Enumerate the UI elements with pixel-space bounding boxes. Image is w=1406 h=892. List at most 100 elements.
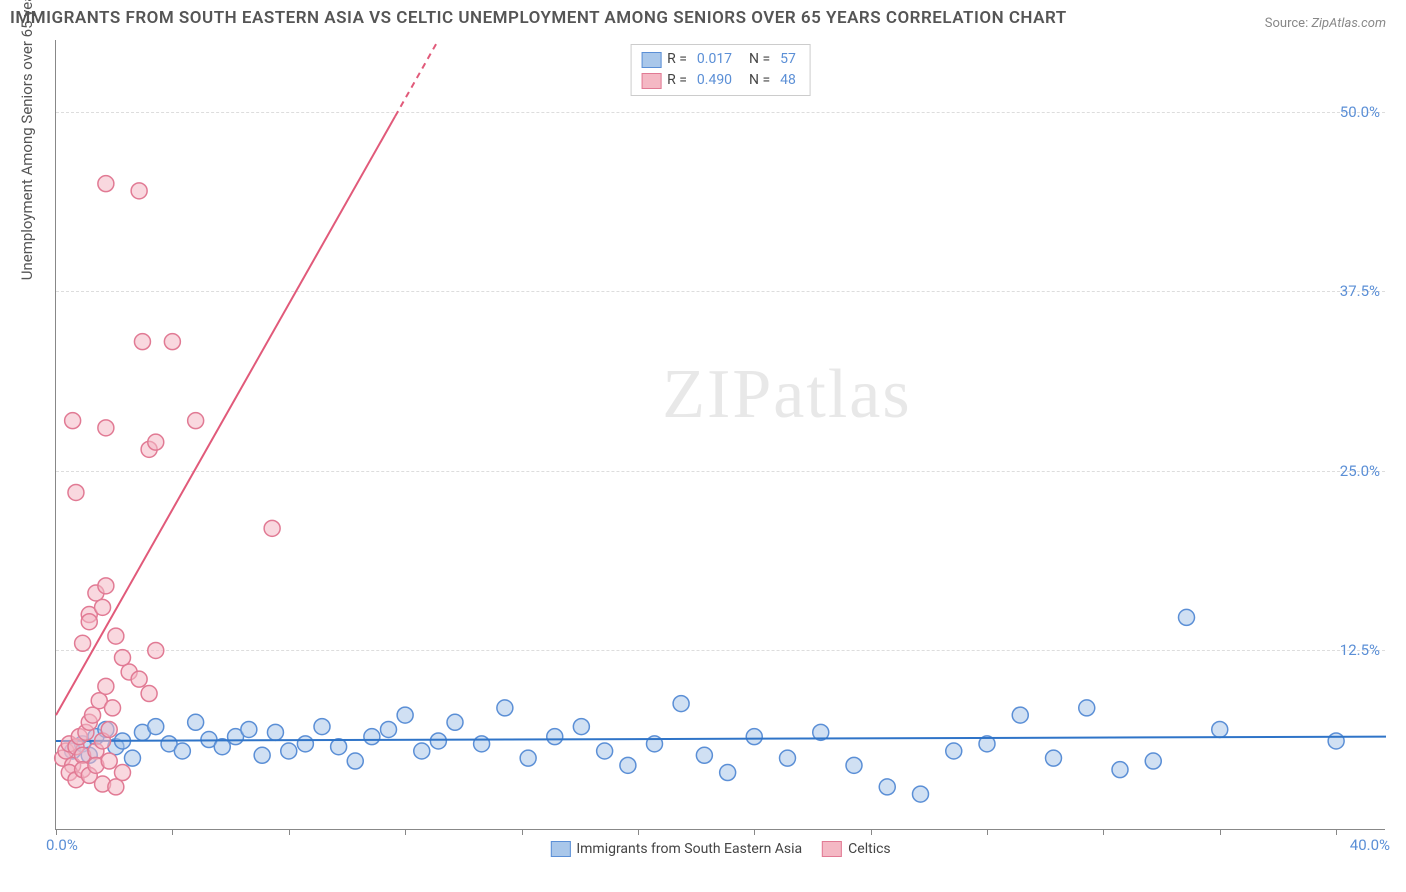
scatter-point [241,721,257,737]
scatter-point [879,779,895,795]
scatter-point [108,628,124,644]
scatter-point [267,724,283,740]
legend-swatch-pink [641,73,661,89]
scatter-point [1212,721,1228,737]
legend-label-2: Celtics [848,841,890,857]
scatter-point [281,743,297,759]
chart-title: IMMIGRANTS FROM SOUTH EASTERN ASIA VS CE… [10,8,1067,28]
r-label: R = [667,70,687,91]
n-value-2: 48 [780,70,796,91]
scatter-point [131,183,147,199]
legend-row-1: R = 0.017 N = 57 [641,49,800,70]
scatter-point [780,750,796,766]
n-label: N = [742,70,770,91]
scatter-point [1179,609,1195,625]
scatter-point [1046,750,1062,766]
scatter-point [131,671,147,687]
scatter-point [414,743,430,759]
scatter-point [1328,733,1344,749]
scatter-point [134,334,150,350]
scatter-point [115,650,131,666]
scatter-point [264,520,280,536]
scatter-point [314,719,330,735]
scatter-point [105,700,121,716]
scatter-point [1079,700,1095,716]
scatter-point [108,779,124,795]
scatter-point [720,765,736,781]
legend-swatch-icon [822,841,842,857]
chart-container: IMMIGRANTS FROM SOUTH EASTERN ASIA VS CE… [0,0,1406,892]
x-tick [522,829,523,835]
source-label: Source: [1265,16,1308,31]
scatter-point [98,678,114,694]
scatter-point [85,707,101,723]
x-tick [56,829,57,835]
scatter-point [95,599,111,615]
scatter-point [98,176,114,192]
scatter-point [746,729,762,745]
scatter-point [124,750,140,766]
scatter-point [447,714,463,730]
scatter-point [174,743,190,759]
scatter-point [381,721,397,737]
n-value-1: 57 [780,49,796,70]
scatter-point [620,757,636,773]
scatter-point [1145,753,1161,769]
scatter-point [430,733,446,749]
x-tick [289,829,290,835]
r-value-1: 0.017 [697,49,732,70]
plot-area: ZIPatlas 12.5%25.0%37.5%50.0% R = 0.017 … [55,40,1385,830]
scatter-point [81,614,97,630]
n-label: N = [742,49,770,70]
scatter-point [1012,707,1028,723]
scatter-point [573,719,589,735]
scatter-point [497,700,513,716]
source-value: ZipAtlas.com [1311,16,1386,31]
scatter-point [101,753,117,769]
source-attribution: Source: ZipAtlas.com [1265,16,1386,31]
scatter-point [297,736,313,752]
x-tick [871,829,872,835]
trend-line-dashed [395,40,438,116]
scatter-point [164,334,180,350]
scatter-point [364,729,380,745]
scatter-point [946,743,962,759]
scatter-point [65,413,81,429]
scatter-point [696,747,712,763]
x-tick [638,829,639,835]
scatter-point [1112,762,1128,778]
scatter-point [913,786,929,802]
legend-bottom: Immigrants from South Eastern Asia Celti… [550,841,890,857]
scatter-point [115,765,131,781]
scatter-point [141,686,157,702]
legend-swatch-icon [550,841,570,857]
legend-label-1: Immigrants from South Eastern Asia [576,841,802,857]
scatter-point [331,739,347,755]
scatter-point [397,707,413,723]
x-tick [172,829,173,835]
scatter-point [68,484,84,500]
scatter-point [597,743,613,759]
y-axis-title: Unemployment Among Seniors over 65 years [18,0,36,280]
x-tick [1336,829,1337,835]
scatter-point [188,413,204,429]
scatter-point [254,747,270,763]
legend-row-2: R = 0.490 N = 48 [641,70,800,91]
trend-line [56,116,395,715]
x-tick [754,829,755,835]
scatter-point [846,757,862,773]
legend-swatch-blue [641,52,661,68]
trend-line [56,737,1386,741]
x-tick [1220,829,1221,835]
scatter-point [148,719,164,735]
scatter-point [75,635,91,651]
plot-svg [56,40,1385,829]
scatter-point [520,750,536,766]
scatter-point [673,696,689,712]
r-label: R = [667,49,687,70]
legend-bottom-item-2: Celtics [822,841,890,857]
r-value-2: 0.490 [697,70,732,91]
x-tick [987,829,988,835]
scatter-point [148,434,164,450]
x-tick [405,829,406,835]
